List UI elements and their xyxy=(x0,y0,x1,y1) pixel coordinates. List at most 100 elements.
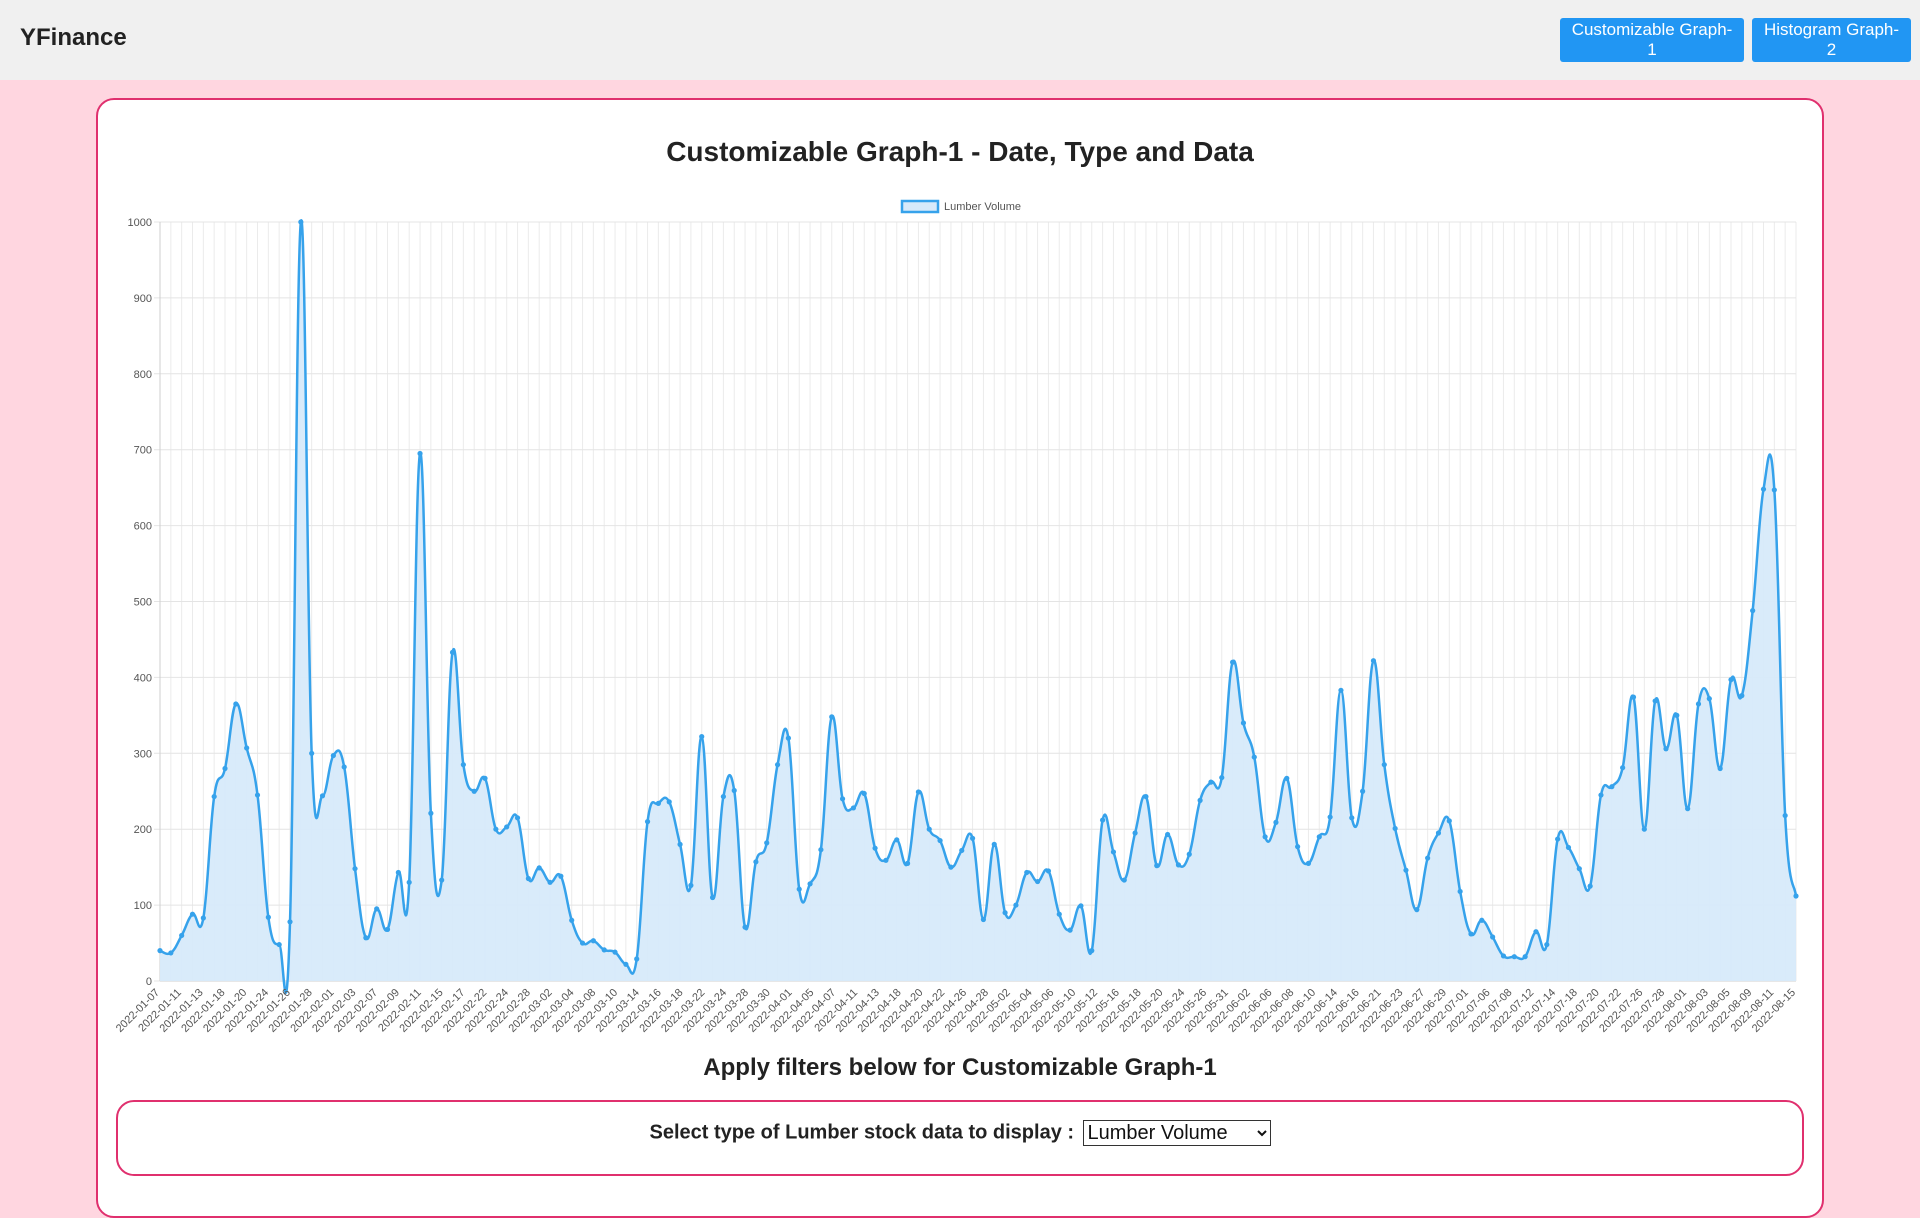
y-tick-label: 500 xyxy=(134,597,152,609)
data-point xyxy=(276,941,282,948)
brand-logo[interactable]: YFinance xyxy=(20,24,127,51)
y-tick-label: 900 xyxy=(134,293,152,305)
data-point xyxy=(818,847,824,853)
data-point xyxy=(1663,746,1669,752)
data-point xyxy=(590,938,596,944)
data-point xyxy=(569,917,575,923)
data-point xyxy=(948,864,954,870)
data-point xyxy=(861,790,867,797)
data-point xyxy=(319,793,326,799)
data-point xyxy=(1327,814,1333,820)
data-point xyxy=(157,948,163,954)
y-tick-label: 600 xyxy=(134,521,152,533)
data-point xyxy=(1490,934,1496,940)
data-point xyxy=(699,734,705,740)
data-point xyxy=(330,752,336,759)
data-point xyxy=(883,857,889,863)
data-point xyxy=(1099,817,1106,823)
data-point xyxy=(1240,720,1247,726)
data-point xyxy=(1500,953,1507,959)
y-tick-label: 100 xyxy=(134,900,152,912)
data-point xyxy=(504,824,510,830)
filters-title: Apply filters below for Customizable Gra… xyxy=(703,1054,1217,1081)
data-point xyxy=(417,450,423,457)
legend-swatch xyxy=(900,199,940,214)
data-point xyxy=(1479,917,1485,923)
data-point xyxy=(774,762,781,768)
data-point xyxy=(1197,797,1203,803)
data-point xyxy=(1457,888,1463,895)
data-point xyxy=(1674,712,1680,718)
data-point xyxy=(1219,774,1225,781)
data-point xyxy=(428,810,434,816)
data-point xyxy=(1175,862,1182,868)
data-type-select[interactable]: Lumber Volume xyxy=(1082,1120,1271,1146)
data-point xyxy=(1208,779,1214,785)
data-point xyxy=(829,714,835,720)
data-point xyxy=(915,789,922,795)
data-point xyxy=(579,940,586,946)
data-point xyxy=(233,701,239,707)
data-point xyxy=(894,837,900,843)
data-point xyxy=(937,837,943,844)
data-point xyxy=(991,841,997,847)
data-point xyxy=(1121,877,1127,883)
data-point xyxy=(764,840,770,846)
y-tick-label: 300 xyxy=(134,748,152,760)
data-point xyxy=(1750,608,1756,614)
data-point xyxy=(709,894,716,901)
navbar: YFinance Customizable Graph-1 Histogram … xyxy=(0,0,1920,80)
data-point xyxy=(493,826,499,832)
data-point xyxy=(644,819,651,825)
customizable-graph-1-button[interactable]: Customizable Graph-1 xyxy=(1560,18,1744,62)
data-point xyxy=(1782,812,1788,819)
series-line-lumber-volume xyxy=(159,218,1798,994)
data-point xyxy=(525,875,531,882)
data-point xyxy=(666,799,672,805)
data-point xyxy=(1034,878,1041,885)
data-point xyxy=(1056,911,1062,917)
data-point xyxy=(514,815,521,821)
data-point xyxy=(634,956,640,962)
data-point xyxy=(1338,687,1344,693)
data-point xyxy=(807,881,813,887)
data-point xyxy=(254,792,261,798)
data-point xyxy=(1771,487,1777,493)
line-chart: 010020030040050060070080090010002022-01-… xyxy=(114,199,1799,1035)
data-point xyxy=(1251,754,1257,760)
data-point xyxy=(1370,658,1377,664)
data-point xyxy=(1403,867,1409,873)
data-point xyxy=(1576,866,1582,872)
data-point xyxy=(482,775,488,781)
data-point xyxy=(1620,765,1626,771)
data-point xyxy=(244,745,250,751)
data-point xyxy=(904,860,911,866)
y-tick-label: 200 xyxy=(134,824,152,836)
data-point xyxy=(731,787,737,794)
data-point xyxy=(1435,830,1442,836)
data-point xyxy=(1013,902,1019,908)
data-point xyxy=(1706,696,1712,702)
data-point xyxy=(677,841,683,847)
data-point xyxy=(298,219,304,225)
data-point xyxy=(655,800,661,806)
data-point xyxy=(601,947,607,953)
data-type-label: Select type of Lumber stock data to disp… xyxy=(649,1121,1075,1144)
data-point xyxy=(1273,819,1279,825)
data-point xyxy=(1511,954,1517,960)
data-point xyxy=(612,949,618,955)
data-point xyxy=(1468,931,1474,937)
series-area-lumber-volume xyxy=(160,220,1796,993)
data-point xyxy=(1598,792,1604,798)
y-tick-label: 1000 xyxy=(128,217,152,229)
data-point xyxy=(1717,765,1723,772)
data-point xyxy=(785,735,791,741)
data-point xyxy=(1024,869,1030,876)
data-point xyxy=(460,762,466,768)
histogram-graph-2-button[interactable]: Histogram Graph-2 xyxy=(1752,18,1911,62)
data-point xyxy=(1262,834,1268,840)
data-point xyxy=(1165,831,1171,838)
data-point xyxy=(384,926,391,932)
data-point xyxy=(1544,941,1550,948)
data-point xyxy=(168,950,174,956)
